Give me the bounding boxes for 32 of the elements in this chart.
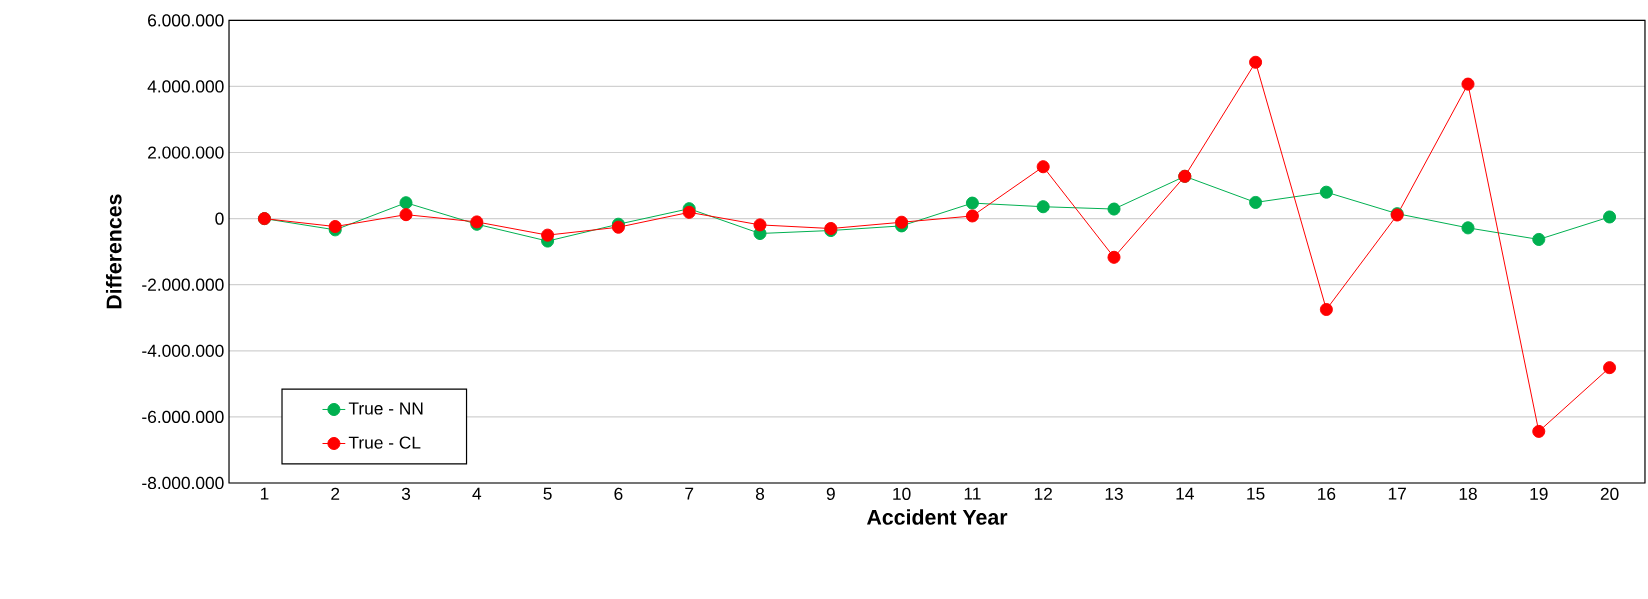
x-tick-label: 10	[893, 487, 911, 500]
x-tick-label: 1	[260, 487, 269, 500]
y-tick-label: -4.000.000	[142, 344, 224, 357]
y-tick-label: -8.000.000	[142, 476, 224, 490]
y-tick-label: 2.000.000	[148, 146, 224, 159]
legend-label: True - CL	[348, 436, 421, 449]
y-axis-title: Differences	[105, 194, 122, 309]
x-tick-label: 7	[685, 487, 694, 500]
x-tick-label: 4	[472, 487, 482, 500]
legend-label: True - NN	[348, 402, 423, 415]
x-tick-label: 8	[755, 487, 765, 500]
x-tick-label: 11	[964, 487, 981, 500]
x-tick-label: 12	[1034, 487, 1052, 500]
y-tick-label: 6.000.000	[148, 14, 224, 27]
x-tick-label: 14	[1176, 487, 1194, 500]
x-tick-label: 15	[1247, 487, 1265, 500]
x-tick-label: 13	[1105, 487, 1123, 500]
y-tick-label: -6.000.000	[142, 410, 224, 424]
x-axis-title: Accident Year	[866, 509, 1008, 525]
x-tick-label: 5	[543, 487, 552, 500]
y-tick-label: 4.000.000	[147, 80, 224, 93]
x-tick-label: 3	[401, 487, 411, 500]
x-tick-label: 17	[1388, 487, 1406, 500]
x-tick-label: 18	[1459, 487, 1477, 500]
x-tick-label: 16	[1318, 487, 1336, 500]
x-tick-label: 19	[1530, 487, 1548, 500]
x-tick-label: 20	[1600, 487, 1619, 500]
y-tick-label: -2.000.000	[142, 278, 224, 291]
x-tick-label: 9	[826, 487, 835, 500]
y-tick-label: 0	[215, 212, 224, 225]
x-tick-label: 2	[331, 487, 340, 500]
x-tick-label: 6	[614, 487, 623, 500]
